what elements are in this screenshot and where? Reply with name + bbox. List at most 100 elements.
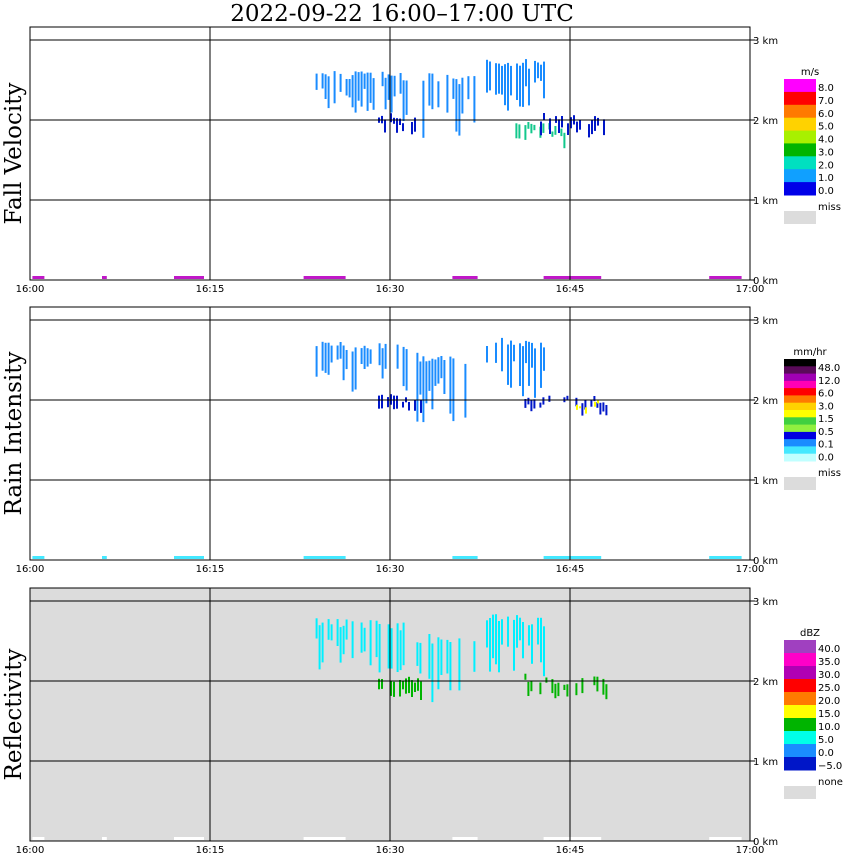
colorbar-label: 10.0 <box>818 722 840 733</box>
plot-frame <box>29 26 751 281</box>
colorbar-swatch <box>784 653 816 667</box>
echo-cell <box>473 641 476 672</box>
surface-mark <box>174 837 204 840</box>
echo-cell <box>330 624 333 641</box>
echo-cell <box>327 342 330 375</box>
echo-cell <box>594 116 596 131</box>
echo-cell <box>422 356 425 423</box>
colorbar-swatch <box>784 395 816 404</box>
surface-mark <box>543 276 602 279</box>
echo-cell <box>393 75 396 97</box>
echo-cell <box>357 72 360 101</box>
echo-cell <box>393 117 395 124</box>
echo-cell <box>498 621 500 673</box>
echo-cell <box>452 78 455 99</box>
colorbar: mm/hr 48.0 12.0 6.03.0 1.5 0.5 0.10.0 miss <box>784 347 841 490</box>
echo-layer <box>315 614 608 703</box>
echo-cell <box>498 63 500 94</box>
echo-cell <box>354 347 357 390</box>
surface-mark <box>709 837 742 840</box>
echo-cell <box>575 683 578 696</box>
echo-cell <box>369 72 372 103</box>
echo-cell <box>437 357 440 384</box>
x-tick-label: 16:45 <box>556 284 585 295</box>
echo-cell <box>378 624 381 673</box>
echo-cell <box>321 622 324 663</box>
echo-cell <box>351 75 354 108</box>
echo-cell <box>537 62 539 79</box>
echo-cell <box>516 63 518 100</box>
echo-cell <box>378 395 380 409</box>
echo-cell <box>378 678 380 690</box>
y-tick-label: 0 km <box>753 837 778 848</box>
echo-cell <box>464 363 467 418</box>
echo-cell <box>384 343 387 369</box>
echo-cell <box>399 680 401 697</box>
colorbar-label: 3.0 <box>818 401 834 412</box>
echo-cell <box>431 73 434 110</box>
echo-cell <box>530 123 533 134</box>
echo-cell <box>548 395 551 402</box>
colorbar-label: 3.0 <box>818 147 834 158</box>
echo-cell <box>455 79 458 132</box>
echo-cell <box>387 74 390 100</box>
echo-cell <box>369 620 372 666</box>
echo-cell <box>540 64 542 81</box>
x-tick-label: 16:45 <box>556 564 585 575</box>
colorbar-label: 25.0 <box>818 683 840 694</box>
echo-cell <box>396 395 398 409</box>
echo-cell <box>528 341 530 386</box>
echo-cell <box>363 73 366 89</box>
echo-cell <box>405 80 408 115</box>
echo-cell <box>381 348 384 379</box>
echo-cell <box>489 61 491 91</box>
colorbar-swatch <box>784 757 816 771</box>
echo-cell <box>507 616 509 647</box>
grid-lines <box>30 27 750 280</box>
echo-cell <box>390 75 393 113</box>
echo-cell <box>461 77 464 114</box>
colorbar-swatch <box>784 640 816 654</box>
echo-cell <box>528 625 530 646</box>
echo-cell <box>416 352 419 422</box>
echo-cell <box>581 678 584 694</box>
colorbar-swatch <box>784 424 816 433</box>
x-tick-label: 17:00 <box>736 284 765 295</box>
colorbar-label: 1.0 <box>818 173 834 184</box>
echo-cell <box>594 401 596 407</box>
colorbar-label: 4.0 <box>818 135 834 146</box>
echo-cell <box>458 638 461 691</box>
y-tick-label: 0 km <box>753 556 778 567</box>
colorbar-label: 6.0 <box>818 389 834 400</box>
surface-mark <box>102 276 107 279</box>
echo-cell <box>399 630 402 671</box>
colorbar-swatch <box>784 402 816 411</box>
echo-cell <box>414 399 416 411</box>
echo-cell <box>402 123 404 132</box>
colorbar-swatch <box>784 417 816 426</box>
echo-cell <box>522 622 524 659</box>
surface-mark <box>303 276 346 279</box>
echo-cell <box>534 348 536 398</box>
surface-marks <box>32 837 742 840</box>
x-tick-label: 16:15 <box>196 284 225 295</box>
colorbar-missing-swatch <box>784 477 816 490</box>
surface-marks <box>32 556 742 559</box>
echo-cell <box>519 617 521 641</box>
colorbar-label: 48.0 <box>818 363 840 374</box>
echo-cell <box>411 122 413 135</box>
x-tick-label: 16:30 <box>376 845 405 856</box>
echo-cell <box>408 402 410 411</box>
colorbar-swatch <box>784 373 816 382</box>
echo-cell <box>351 351 354 392</box>
echo-cell <box>333 71 336 104</box>
echo-cell <box>537 617 539 645</box>
colorbar-swatch <box>784 731 816 745</box>
echo-cell <box>449 356 452 414</box>
echo-cell <box>570 117 572 129</box>
echo-cell <box>345 619 348 640</box>
echo-cell <box>533 124 536 131</box>
echo-cell <box>597 400 599 404</box>
plot-frame <box>29 306 751 561</box>
